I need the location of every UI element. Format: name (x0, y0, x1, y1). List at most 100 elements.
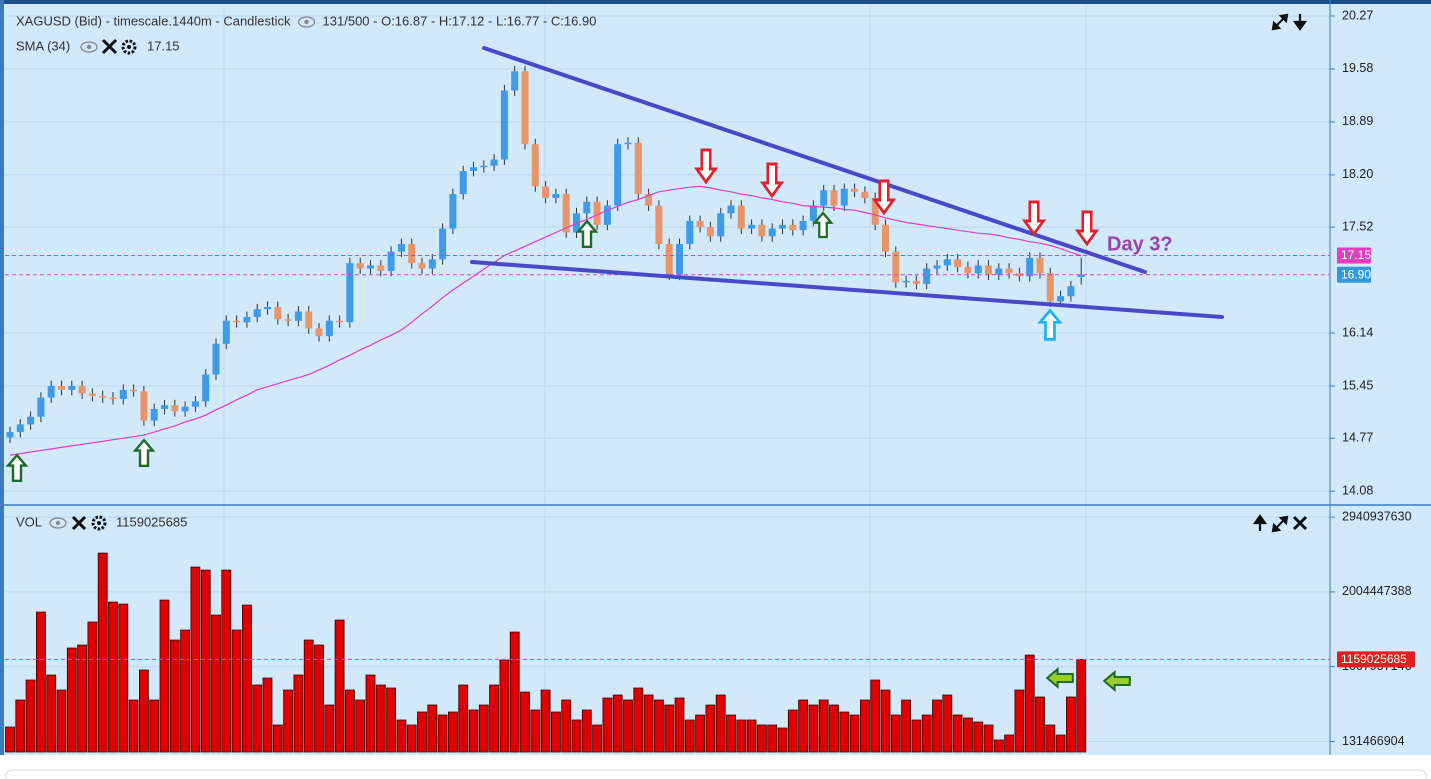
candle-body (202, 374, 210, 402)
volume-bar (973, 721, 984, 753)
volume-bar (159, 599, 170, 753)
volume-value: 1159025685 (116, 514, 187, 529)
eye-outline (49, 517, 67, 529)
volume-bar (901, 699, 911, 753)
candle-body (1046, 273, 1054, 302)
candle-body (779, 224, 786, 229)
candle-body (68, 386, 76, 390)
volume-bar (684, 719, 695, 753)
candle-body (459, 171, 467, 195)
candle-body (315, 328, 323, 337)
close-icon[interactable] (101, 38, 118, 55)
candle-body (923, 268, 931, 284)
eye-icon[interactable] (80, 41, 98, 53)
expand-head (1278, 13, 1289, 24)
expand-head (1271, 20, 1282, 31)
eye-outline (297, 16, 316, 28)
candle-body (140, 391, 148, 421)
candle-body (696, 220, 704, 228)
volume-bar (458, 684, 469, 753)
volume-bar (293, 674, 304, 753)
candle-body (58, 386, 65, 390)
volume-bar (97, 552, 108, 753)
volume-bar (612, 694, 623, 753)
volume-bar (468, 709, 479, 753)
candle-body (583, 201, 591, 214)
candle-body (356, 263, 364, 269)
expand-head (1278, 515, 1289, 526)
volume-bar (829, 704, 839, 753)
candle-body (191, 401, 199, 407)
volume-bar (921, 714, 932, 753)
volume-bar (241, 604, 252, 753)
candle-body (727, 205, 735, 214)
candle-body (418, 263, 426, 269)
volume-bar (406, 724, 417, 753)
volume-bar (736, 719, 747, 753)
candle-body (212, 343, 220, 375)
candle-body (480, 165, 488, 168)
panel-controls[interactable] (1271, 13, 1308, 31)
volume-bar (849, 714, 860, 753)
candle-body (892, 251, 900, 283)
candle-body (748, 224, 756, 229)
candle-body (1005, 268, 1013, 274)
volume-bar (489, 684, 500, 753)
volume-bar (108, 601, 118, 753)
candle-body (603, 205, 611, 225)
candle-body (1036, 257, 1044, 274)
candle-body (995, 268, 1003, 275)
candle-body (181, 406, 189, 412)
y-tick-label: 2940937630 (1342, 509, 1412, 523)
eye-icon[interactable] (297, 16, 316, 28)
indicator-name: SMA (34) (16, 38, 70, 53)
volume-bar (623, 699, 633, 753)
volume-bar (25, 679, 36, 753)
candle-body (542, 186, 550, 198)
volume-bar (777, 727, 788, 753)
volume-bar (87, 621, 98, 753)
candle-body (686, 220, 694, 244)
eye-icon[interactable] (49, 517, 67, 529)
candle-body (253, 309, 261, 317)
candle-body (531, 144, 539, 187)
candle-body (161, 405, 168, 410)
settings-icon[interactable] (91, 515, 107, 531)
volume-bar (272, 724, 283, 753)
volume-bar (726, 714, 736, 753)
gear-hub (127, 45, 131, 49)
candle-body (882, 224, 889, 252)
candle-body (408, 243, 416, 264)
volume-bar (860, 699, 870, 753)
close-icon[interactable] (71, 515, 87, 531)
volume-bar (715, 694, 726, 753)
sma-line (9, 185, 1082, 456)
candle-body (985, 265, 992, 275)
candle-body (294, 311, 302, 321)
volume-bar (77, 644, 87, 753)
price-tag (1337, 266, 1371, 283)
price-tag-label: 17.15 (1341, 248, 1371, 262)
y-tick-label: 18.89 (1342, 114, 1373, 128)
volume-bar (499, 659, 510, 753)
candle-body (902, 280, 910, 283)
candle-body (562, 194, 570, 233)
volume-bar (643, 694, 654, 753)
volume-bar (767, 724, 778, 753)
price-tag (1337, 247, 1371, 264)
volume-controls[interactable] (1252, 514, 1308, 533)
candle-body (624, 142, 632, 145)
x-stroke (71, 515, 87, 531)
candle-body (171, 405, 179, 412)
volume-bar (1014, 689, 1025, 753)
eye-pupil (55, 520, 61, 526)
candle-body (614, 144, 622, 206)
candle-body (717, 213, 725, 237)
candle-body (933, 265, 941, 269)
candle-body (264, 306, 271, 310)
settings-icon[interactable] (121, 39, 137, 55)
volume-bar (870, 679, 881, 753)
volume-bar (200, 569, 211, 753)
candle-body (305, 311, 313, 329)
volume-bar (211, 614, 221, 753)
